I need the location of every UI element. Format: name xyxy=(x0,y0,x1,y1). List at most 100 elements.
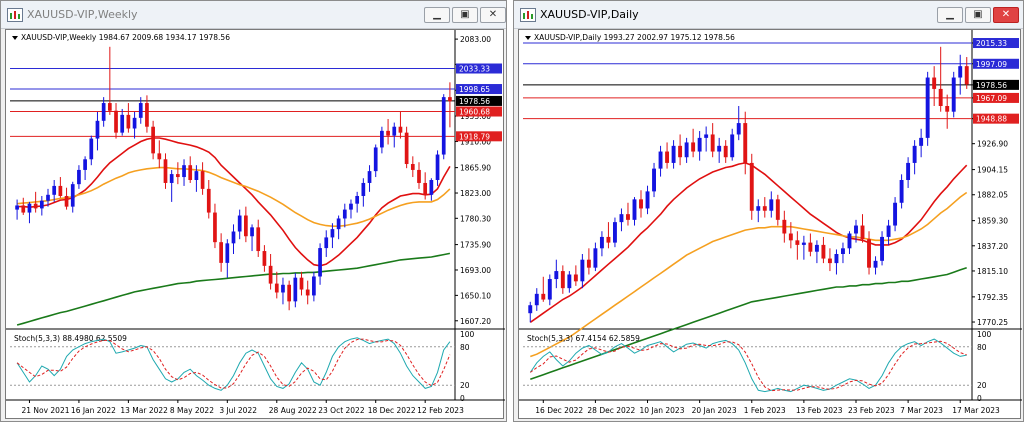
level-price-tag xyxy=(456,131,502,142)
price-tick-label: 1650.10 xyxy=(460,291,491,300)
candle-body xyxy=(945,106,950,112)
candle-body xyxy=(169,174,174,183)
candle-body xyxy=(132,117,137,129)
candle-body xyxy=(83,159,87,170)
window-titlebar[interactable]: XAUUSD-VIP,Weekly ▁ ▣ ✕ xyxy=(1,1,506,29)
maximize-button[interactable]: ▣ xyxy=(452,7,478,23)
candle-body xyxy=(410,164,415,170)
time-tick-label: 13 Mar 2022 xyxy=(120,406,168,415)
chart-info-label: XAUUSD-VIP,Daily 1993.27 2002.97 1975.12… xyxy=(534,33,735,42)
candle-body xyxy=(626,214,630,220)
close-button[interactable]: ✕ xyxy=(993,7,1019,23)
price-chart-svg[interactable]: XAUUSD-VIP,Daily 1993.27 2002.97 1975.12… xyxy=(519,30,1022,420)
candle-body xyxy=(893,202,898,226)
time-tick-label: 23 Feb 2023 xyxy=(848,406,895,415)
candle-body xyxy=(429,180,434,195)
candle-body xyxy=(775,199,780,220)
candle-body xyxy=(101,103,106,121)
candle-body xyxy=(867,239,871,268)
candle-body xyxy=(593,248,598,268)
candle-body xyxy=(788,233,793,241)
candle-body xyxy=(349,203,353,210)
candle-body xyxy=(330,229,335,238)
level-price-label: 2015.33 xyxy=(976,39,1007,48)
time-tick-label: 23 Oct 2022 xyxy=(318,406,365,415)
price-tick-label: 1693.00 xyxy=(460,266,491,275)
candle-body xyxy=(114,110,118,133)
candle-body xyxy=(834,254,839,264)
candle-body xyxy=(157,153,162,160)
candle-body xyxy=(860,225,865,240)
candle-body xyxy=(710,134,715,152)
candle-body xyxy=(39,200,44,209)
candle-body xyxy=(33,203,38,209)
candle-body xyxy=(938,88,943,106)
price-tick-label: 1953.00 xyxy=(460,112,491,121)
candle-body xyxy=(730,134,735,158)
price-tick-label: 1815.10 xyxy=(977,267,1008,276)
stoch-label: Stoch(5,3,3) 88.4980 62.5509 xyxy=(14,334,127,343)
candle-body xyxy=(231,231,236,244)
ma-fast-line xyxy=(529,162,968,323)
candle-body xyxy=(821,244,826,259)
stoch-main-line xyxy=(529,338,967,393)
candle-body xyxy=(756,206,761,211)
daily-chart-window[interactable]: XAUUSD-VIP,Daily ▁ ▣ ✕ XAUUSD-VIP,Daily … xyxy=(513,0,1024,422)
window-titlebar[interactable]: XAUUSD-VIP,Daily ▁ ▣ ✕ xyxy=(514,1,1023,29)
time-tick-label: 28 Aug 2022 xyxy=(269,406,317,415)
stoch-level-label: 20 xyxy=(977,381,987,390)
price-tick-label: 1926.90 xyxy=(977,140,1008,149)
candle-body xyxy=(225,243,230,263)
stoch-level-label: 80 xyxy=(977,343,987,352)
candle-body xyxy=(827,258,832,264)
price-chart-svg[interactable]: XAUUSD-VIP,Weekly 1984.67 2009.68 1934.1… xyxy=(6,30,505,420)
minimize-button[interactable]: ▁ xyxy=(937,7,963,23)
candle-body xyxy=(70,184,75,207)
level-price-tag xyxy=(973,79,1019,90)
stoch-level-label: 100 xyxy=(977,330,992,339)
candle-body xyxy=(361,182,366,196)
price-tick-label: 1865.90 xyxy=(460,164,491,173)
chart-area[interactable]: XAUUSD-VIP,Weekly 1984.67 2009.68 1934.1… xyxy=(5,29,505,420)
candle-body xyxy=(899,180,904,203)
minimize-button[interactable]: ▁ xyxy=(424,7,450,23)
candle-body xyxy=(355,195,360,204)
candle-body xyxy=(64,195,69,207)
candle-body xyxy=(665,151,670,163)
candle-body xyxy=(58,185,63,196)
candle-body xyxy=(704,134,709,138)
candle-body xyxy=(175,174,180,178)
time-tick-label: 8 May 2022 xyxy=(170,406,214,415)
close-button[interactable]: ✕ xyxy=(480,7,506,23)
candle-body xyxy=(262,251,267,266)
ma-slow-line xyxy=(16,252,451,326)
candle-body xyxy=(925,77,930,138)
stoch-signal-line xyxy=(530,340,967,392)
time-tick-label: 17 Mar 2023 xyxy=(952,406,1000,415)
chart-window-icon xyxy=(7,8,23,22)
level-price-tag xyxy=(456,95,502,106)
candle-body xyxy=(206,188,211,213)
candle-body xyxy=(299,277,304,290)
ma-mid-line xyxy=(530,191,968,358)
candle-body xyxy=(163,159,168,183)
candle-body xyxy=(782,219,787,234)
candle-body xyxy=(886,225,891,237)
candle-body xyxy=(671,145,676,163)
candle-body xyxy=(723,145,728,158)
stoch-level-label: 80 xyxy=(460,343,470,352)
price-tick-label: 2083.00 xyxy=(460,35,491,44)
maximize-button[interactable]: ▣ xyxy=(965,7,991,23)
candle-body xyxy=(404,132,409,165)
time-tick-label: 20 Jan 2023 xyxy=(692,406,737,415)
candle-body xyxy=(367,171,372,183)
time-tick-label: 16 Dec 2022 xyxy=(535,406,583,415)
candle-body xyxy=(958,66,963,78)
price-tick-label: 1780.30 xyxy=(460,214,491,223)
candle-body xyxy=(373,147,378,172)
chart-area[interactable]: XAUUSD-VIP,Daily 1993.27 2002.97 1975.12… xyxy=(518,29,1022,420)
candle-body xyxy=(120,114,125,133)
candle-body xyxy=(52,185,57,195)
weekly-chart-window[interactable]: XAUUSD-VIP,Weekly ▁ ▣ ✕ XAUUSD-VIP,Weekl… xyxy=(0,0,507,422)
candle-body xyxy=(964,66,969,85)
